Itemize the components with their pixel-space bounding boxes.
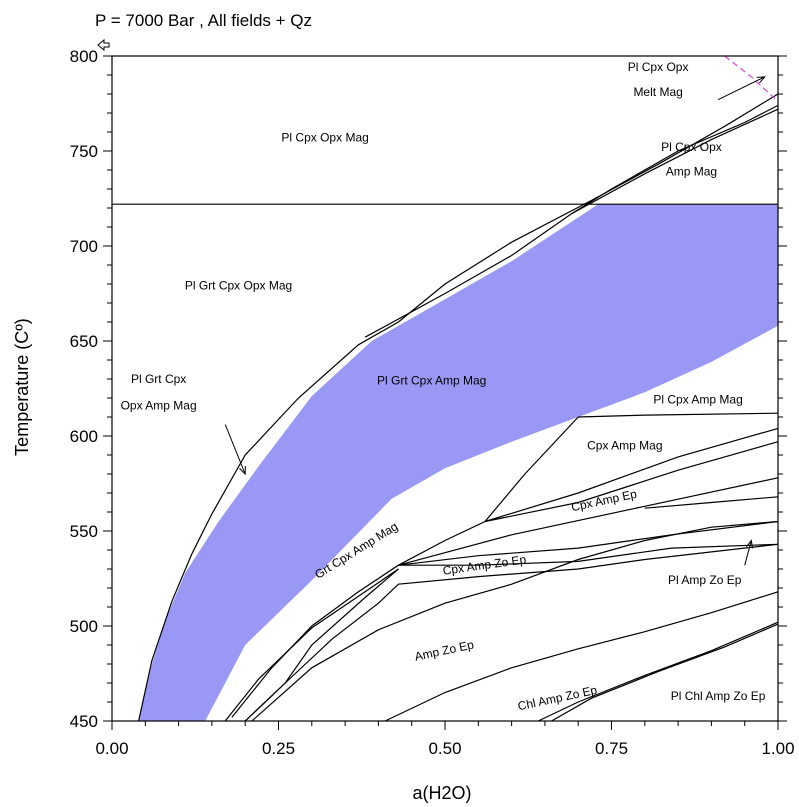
pointer-arrow xyxy=(224,424,246,476)
y-axis-label: Temperature (Cº) xyxy=(12,318,32,456)
field-label: Pl Grt Cpx xyxy=(131,372,186,386)
field-label: Pl Cpx Opx xyxy=(661,140,722,154)
phase-boundary-curve xyxy=(244,543,779,722)
field-label: Opx Amp Mag xyxy=(121,398,197,412)
x-axis-label: a(H2O) xyxy=(412,783,471,803)
y-tick-label: 450 xyxy=(70,712,98,731)
phase-boundary-curve xyxy=(398,477,779,566)
phase-boundary-curve xyxy=(251,520,779,722)
field-label: Melt Mag xyxy=(633,85,682,99)
phase-boundary-curve xyxy=(398,520,779,566)
field-label: Pl Amp Zo Ep xyxy=(668,573,742,587)
phase-boundary-curve xyxy=(244,568,399,722)
x-tick-label: 0.25 xyxy=(262,739,295,758)
x-tick-label: 0.00 xyxy=(95,739,128,758)
shaded-field-pl-grt-cpx-amp-mag xyxy=(138,204,779,721)
phase-boundary-curve xyxy=(398,543,779,566)
curve-layer xyxy=(112,55,779,722)
y-tick-label: 650 xyxy=(70,332,98,351)
chart-title: P = 7000 Bar , All fields + Qz xyxy=(95,11,312,30)
field-label: Chl Amp Zo Ep xyxy=(516,683,598,714)
phase-boundary-curve xyxy=(537,621,779,722)
field-label: Amp Mag xyxy=(666,165,717,179)
phase-boundary-curve xyxy=(384,591,779,722)
shaded-field-layer xyxy=(138,204,779,721)
y-tick-label: 700 xyxy=(70,237,98,256)
axis-layer: 0.00 0.25 0.50 0.75 1.00 450 500 550 600 650 700 75… xyxy=(70,47,795,758)
y-tick-label: 750 xyxy=(70,142,98,161)
field-label: Pl Grt Cpx Opx Mag xyxy=(185,279,292,293)
field-label: Cpx Amp Mag xyxy=(587,438,662,452)
arrow-layer xyxy=(224,76,766,566)
field-label: Pl Grt Cpx Amp Mag xyxy=(377,374,486,388)
field-label: Pl Cpx Opx xyxy=(628,60,689,74)
y-tick-label: 550 xyxy=(70,522,98,541)
pointer-arrow xyxy=(744,539,753,566)
x-tick-label: 0.50 xyxy=(428,739,461,758)
phase-boundary-curve xyxy=(571,104,779,215)
x-tick-label: 1.00 xyxy=(761,739,794,758)
phase-boundary-curve xyxy=(644,496,779,509)
field-label: Amp Zo Ep xyxy=(413,637,475,663)
corner-marker-icon xyxy=(97,38,110,52)
melt-boundary-dashed-curve xyxy=(724,55,779,103)
phase-boundary-curve xyxy=(551,623,779,722)
phase-boundary-curve xyxy=(484,441,779,523)
pointer-arrow xyxy=(717,76,766,101)
y-tick-label: 600 xyxy=(70,427,98,446)
phase-boundary-curve xyxy=(578,412,779,418)
y-tick-label: 800 xyxy=(70,47,98,66)
field-label: Pl Cpx Opx Mag xyxy=(281,131,368,145)
x-tick-label: 0.75 xyxy=(595,739,628,758)
field-label: Pl Chl Amp Zo Ep xyxy=(671,689,766,703)
phase-boundary-curve xyxy=(138,321,399,722)
phase-boundary-curve xyxy=(398,93,779,323)
phase-boundary-curve xyxy=(224,568,399,722)
field-label: Pl Cpx Amp Mag xyxy=(653,393,742,407)
y-tick-label: 500 xyxy=(70,617,98,636)
phase-boundary-curve xyxy=(484,427,779,523)
